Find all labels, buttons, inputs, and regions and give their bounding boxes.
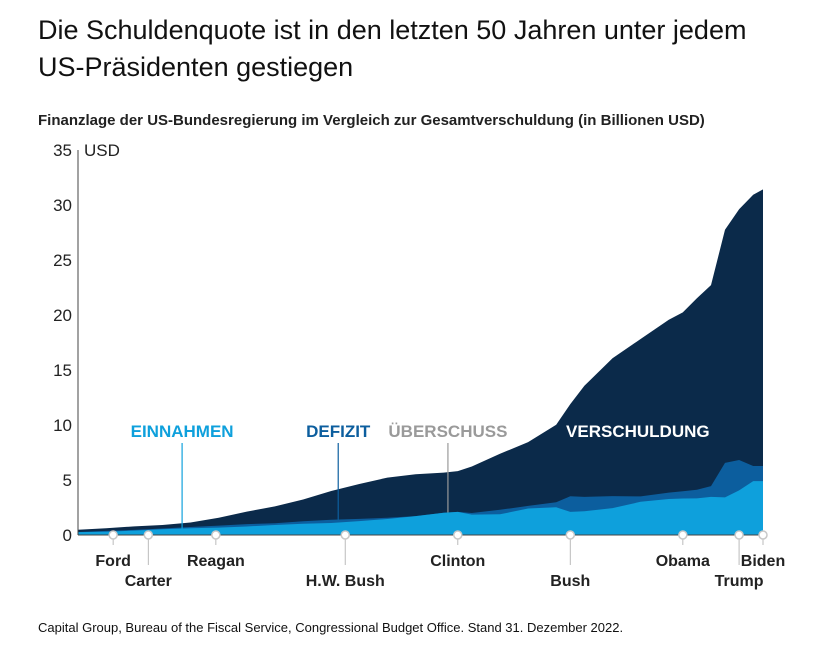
president-marker xyxy=(758,530,768,540)
president-label: Biden xyxy=(741,553,785,570)
area-layer xyxy=(78,189,763,535)
area-verschuldung xyxy=(78,189,763,535)
axis-layer: 0 5 10 15 20 25 30 35 USD xyxy=(53,141,763,545)
y-tick-label: 10 xyxy=(53,416,72,435)
y-tick-label: 15 xyxy=(53,361,72,380)
president-marker xyxy=(678,530,688,540)
chart-title: Die Schuldenquote ist in den letzten 50 … xyxy=(38,15,747,82)
president-marker xyxy=(211,530,221,540)
president-label: Obama xyxy=(656,553,710,570)
area-einnahmen xyxy=(78,481,763,535)
annotation-label: VERSCHULDUNG xyxy=(566,422,710,441)
president-marker xyxy=(734,530,744,540)
y-tick-label: 5 xyxy=(63,471,72,490)
president-marker xyxy=(565,530,576,540)
president-marker xyxy=(340,530,350,540)
y-tick-label: 20 xyxy=(53,306,72,325)
y-tick-label: 0 xyxy=(63,526,72,545)
annotation-label: DEFIZIT xyxy=(306,422,371,441)
president-marker xyxy=(108,530,118,540)
president-label: Bush xyxy=(550,573,590,590)
president-layer: Ford Carter Reagan H.W. Bush Clinton Bush Obam… xyxy=(95,530,785,590)
president-label: Ford xyxy=(95,553,131,570)
president-marker xyxy=(453,530,463,540)
president-label: Carter xyxy=(125,573,172,590)
source-note: Capital Group, Bureau of the Fiscal Serv… xyxy=(38,620,624,635)
president-label: Reagan xyxy=(187,553,245,570)
president-marker xyxy=(143,530,154,540)
president-label: Trump xyxy=(715,573,764,590)
y-tick-label: 30 xyxy=(53,196,72,215)
y-axis-unit: USD xyxy=(84,141,120,160)
chart-subtitle: Finanzlage der US-Bundesregierung im Ver… xyxy=(38,112,705,129)
president-label: Clinton xyxy=(430,553,485,570)
president-label: H.W. Bush xyxy=(306,573,385,590)
y-tick-label: 35 xyxy=(53,141,72,160)
y-tick-label: 25 xyxy=(53,251,72,270)
annotation-label: ÜBERSCHUSS xyxy=(388,422,507,441)
annotation-layer: EINNAHMEN DEFIZIT ÜBERSCHUSS VERSCHULDUNG xyxy=(131,422,710,529)
annotation-label: EINNAHMEN xyxy=(131,422,234,441)
